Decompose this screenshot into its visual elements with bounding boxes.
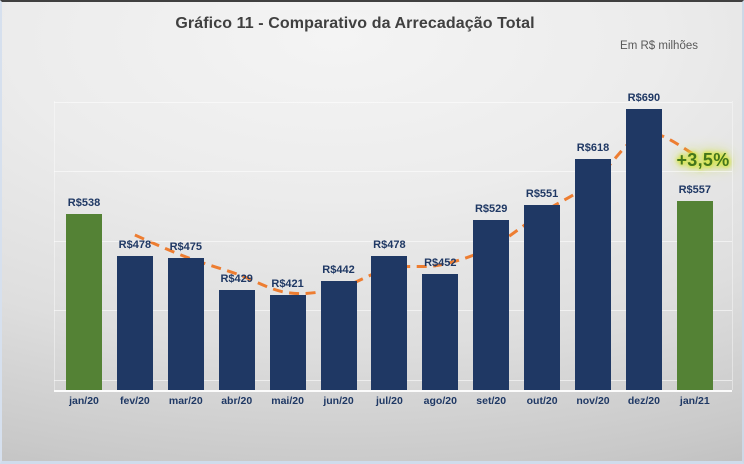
plot-right-edge	[732, 101, 733, 390]
axis-label-mar/20: mar/20	[168, 395, 203, 407]
data-label-out/20: R$551	[525, 188, 559, 201]
axis-label-set/20: set/20	[476, 395, 507, 407]
axis-label-jun/20: jun/20	[323, 395, 354, 407]
data-label-mai/20: R$421	[271, 278, 304, 291]
plot-left-edge	[54, 101, 55, 390]
data-label-jul/20: R$478	[373, 238, 406, 251]
gridline-700	[54, 101, 732, 103]
bar-mai/20	[269, 295, 306, 390]
data-label-mar/20: R$475	[169, 240, 202, 253]
growth-annotation: +3,5%	[676, 150, 730, 170]
data-label-set/20: R$529	[474, 203, 508, 216]
axis-label-abr/20: abr/20	[221, 395, 253, 407]
bar-jul/20	[371, 255, 408, 390]
bar-mar/20	[167, 257, 204, 390]
gridline-600	[54, 171, 732, 173]
data-label-jun/20: R$442	[322, 263, 355, 276]
bar-jan/21	[676, 200, 713, 390]
data-label-ago/20: R$452	[424, 256, 457, 269]
bar-fev/20	[116, 255, 153, 390]
axis-label-jan/21: jan/21	[679, 395, 710, 407]
axis-label-fev/20: fev/20	[120, 395, 150, 407]
axis-label-jan/20: jan/20	[69, 395, 99, 407]
data-label-abr/20: R$429	[220, 272, 253, 285]
axis-label-mai/20: mai/20	[271, 395, 304, 407]
data-label-jan/21: R$557	[678, 183, 711, 196]
bar-out/20	[524, 205, 561, 390]
axis-label-jul/20: jul/20	[375, 395, 403, 407]
bar-abr/20	[218, 289, 255, 390]
data-label-jan/20: R$538	[67, 197, 101, 210]
chart-title: Gráfico 11 - Comparativo da Arrecadação …	[175, 15, 535, 32]
axis-label-out/20: out/20	[526, 395, 558, 407]
axis-label-nov/20: nov/20	[576, 395, 610, 407]
chart-units-note: Em R$ milhões	[620, 40, 698, 52]
data-label-fev/20: R$478	[118, 238, 152, 251]
axis-label-dez/20: dez/20	[627, 395, 660, 407]
bar-jan/20	[66, 214, 102, 390]
x-axis-line	[54, 390, 732, 392]
bar-ago/20	[422, 273, 459, 390]
data-label-nov/20: R$618	[576, 141, 610, 154]
bar-dez/20	[625, 108, 662, 390]
bar-set/20	[473, 220, 510, 390]
bar-nov/20	[575, 158, 611, 390]
bar-jun/20	[320, 280, 357, 390]
axis-label-ago/20: ago/20	[423, 395, 457, 407]
data-label-dez/20: R$690	[627, 91, 661, 104]
gridline-500	[54, 240, 732, 242]
